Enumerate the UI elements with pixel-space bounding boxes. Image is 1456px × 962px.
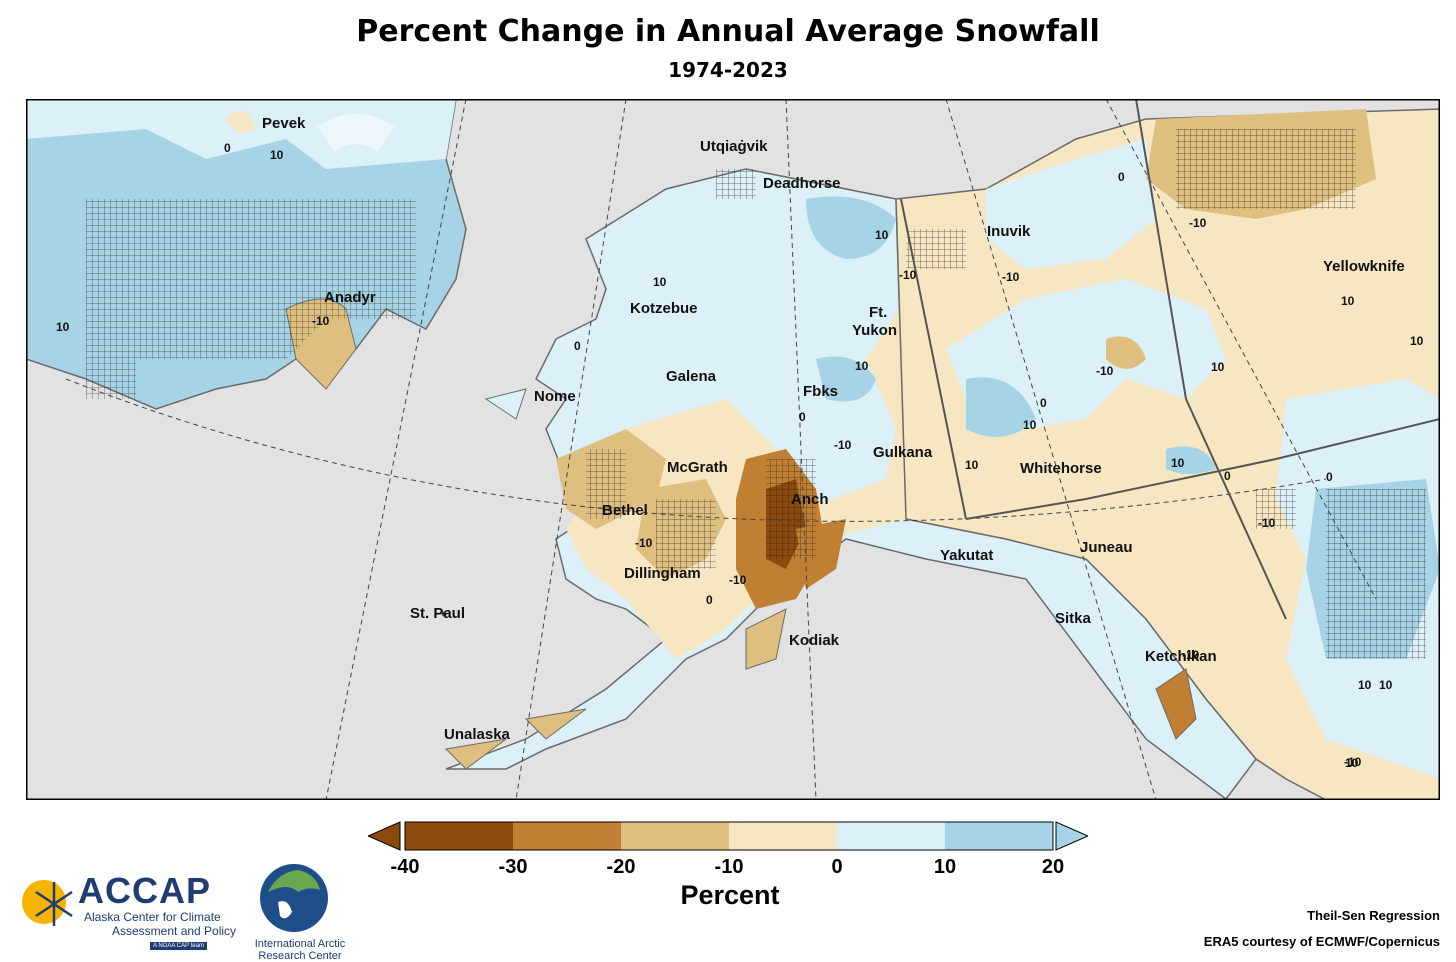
city-label-juneau: Juneau [1080,539,1133,556]
city-label-kotzebue: Kotzebue [630,300,698,317]
city-label-st-paul: St. Paul [410,605,465,622]
colorbar-bin [405,822,513,850]
contour-label: -10 [899,268,917,282]
city-label-unalaska: Unalaska [444,726,511,743]
city-label-fbks: Fbks [803,383,838,400]
contour-label: 10 [1171,456,1185,470]
contour-label: -10 [1189,216,1207,230]
contour-label: 10 [1345,756,1359,770]
contour-label: 10 [855,359,869,373]
colorbar-bin [945,822,1053,850]
sun-icon [22,880,66,924]
borders [900,99,1440,620]
colorbar-tick: -20 [606,856,636,878]
contour-label: 10 [1379,678,1393,692]
snowfall-change-map: Pevek Utqiaġvik Deadhorse Inuvik Yellowk… [26,99,1440,800]
iarc-line-1: International Arctic [254,938,346,950]
contour-label: 10 [965,458,979,472]
iarc-line-2: Research Center [258,950,342,962]
colorbar-tick: -30 [498,856,528,878]
method-credit: Theil-Sen Regression [1307,908,1440,923]
canada-region [895,108,1440,800]
contour-label: -10 [1096,364,1114,378]
map-frame [26,99,1440,800]
colorbar [368,821,1088,851]
contour-label: 10 [875,228,889,242]
contour-label: -10 [635,536,653,550]
city-label-nome: Nome [534,388,576,405]
contour-label: 0 [224,141,231,155]
city-label-ketchikan: Ketchikan [1145,648,1217,665]
city-labels: Pevek Utqiaġvik Deadhorse Inuvik Yellowk… [262,115,1405,743]
contour-label: -10 [1344,755,1362,769]
contour-label: 10 [653,275,667,289]
accap-tagline: A NOAA CAP team [150,942,207,950]
contour-label: -10 [312,314,330,328]
contour-label: 0 [1118,170,1125,184]
city-label-pevek: Pevek [262,115,306,132]
accap-line-2: Assessment and Policy [112,924,237,938]
city-label-anch: Anch [791,491,829,508]
city-label-yellowknife: Yellowknife [1323,258,1405,275]
map-title: Percent Change in Annual Average Snowfal… [356,14,1100,49]
contour-label: 0 [799,410,806,424]
contour-label: -10 [729,573,747,587]
colorbar-high-arrow [1055,821,1088,851]
contour-label: 0 [1326,470,1333,484]
city-label-yakutat: Yakutat [940,547,993,564]
islands [441,388,1197,770]
globe-icon [260,864,328,932]
city-label-galena: Galena [666,368,717,385]
colorbar-low-arrow [368,821,401,851]
contour-label: 10 [1410,334,1424,348]
city-label-bethel: Bethel [602,502,648,519]
colorbar-tick: 10 [933,856,957,878]
city-label-dillingham: Dillingham [624,565,701,582]
accap-line-1: Alaska Center for Climate [84,910,221,924]
city-label-whitehorse: Whitehorse [1020,460,1102,477]
colorbar-bin [621,822,729,850]
contour-label: 0 [706,593,713,607]
colorbar-label: Percent [680,880,780,910]
colorbar-tick: -40 [390,856,420,878]
contour-label: 10 [1341,294,1355,308]
contour-labels: 0 10 0 -10 -10 10 10 0 10 -10 10 0 -10 -… [56,141,1424,770]
colorbar-tick: 0 [831,856,843,878]
city-label-gulkana: Gulkana [873,444,933,461]
city-label-deadhorse: Deadhorse [763,175,841,192]
chukotka-region [26,99,467,410]
alaska-region [445,168,1257,800]
colorbar-bin [837,822,945,850]
contour-label: 10 [1023,418,1037,432]
colorbar-bin [729,822,837,850]
accap-name: ACCAP [78,870,212,911]
city-label-sitka: Sitka [1055,610,1092,627]
colorbar-tick: 20 [1041,856,1065,878]
contour-label: 0 [1224,469,1231,483]
city-label-inuvik: Inuvik [987,223,1031,240]
contour-label: -10 [834,438,852,452]
city-label-mcgrath: McGrath [667,459,728,476]
data-credit: ERA5 courtesy of ECMWF/Copernicus [1203,934,1440,949]
contour-label: 10 [1211,360,1225,374]
city-label-anadyr: Anadyr [324,289,376,306]
city-label-utqiagvik: Utqiaġvik [700,138,768,155]
contour-label: -10 [1258,516,1276,530]
contour-label: 10 [56,320,70,334]
contour-label: 10 [270,148,284,162]
city-label-kodiak: Kodiak [789,632,840,649]
colorbar-tick: -10 [714,856,744,878]
snowflake-icon [35,882,73,926]
contour-label: 10 [1358,678,1372,692]
map-subtitle: 1974-2023 [668,58,788,82]
colorbar-bin [513,822,621,850]
contour-label: 0 [1040,396,1047,410]
contour-label: -10 [1182,648,1200,662]
accap-logo [22,880,73,926]
contour-label: -10 [1002,270,1020,284]
graticule [65,99,1377,800]
city-label-yukon: Yukon [852,322,897,339]
contour-label: 0 [574,339,581,353]
city-label-ft: Ft. [869,304,887,321]
